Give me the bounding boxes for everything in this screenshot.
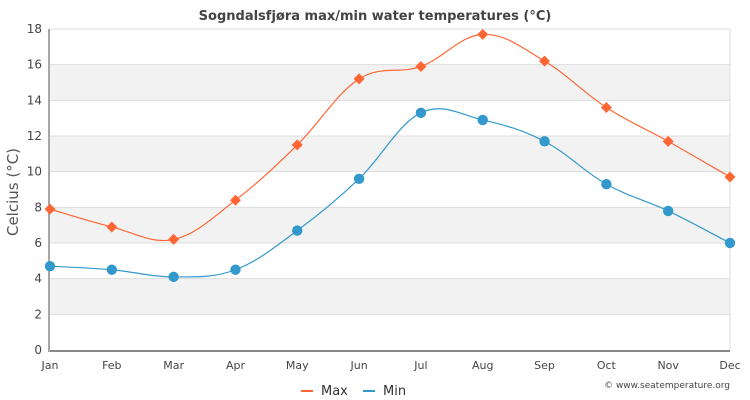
credit-link[interactable]: © www.seatemperature.org [604,381,730,391]
series-min-point [106,264,118,275]
plot-band [50,207,730,243]
x-tick-label: Sep [534,359,555,372]
series-max-point [477,28,489,40]
series-min-point [230,264,241,275]
x-tick-label: Feb [102,359,121,372]
series-max-point [662,135,674,147]
series-min-point [353,173,365,184]
legend-item-max[interactable]: Max [301,384,348,399]
x-tick-label: Dec [719,359,740,372]
series-min-point [601,178,612,190]
series-min-point [168,271,179,283]
series-min-point [477,114,488,126]
series-min-point [662,205,674,217]
series-max-point [415,60,427,72]
series-max-point [291,139,303,151]
y-tick-label: 18 [27,22,42,36]
plot-band [50,278,730,315]
x-tick-label: Jul [413,359,427,372]
series-max-point [353,73,365,85]
legend-min-label: Min [383,384,406,399]
series-min-point [724,237,736,249]
series-min [44,107,736,283]
legend-item-min[interactable]: Min [363,384,406,399]
series-max-point [106,221,118,233]
x-tick-label: Apr [226,359,246,372]
x-tick-label: Oct [597,359,617,372]
series-min-line [49,108,731,278]
x-tick-label: May [286,359,309,372]
series-min-point [415,107,427,119]
series-max-point [724,171,736,183]
y-tick-label: 8 [34,200,42,214]
x-tick-label: Jun [349,359,367,372]
y-tick-label: 10 [27,165,42,179]
legend: Max Min [301,384,406,399]
series-min-point [539,136,550,147]
series-max-point [168,233,180,245]
series-max-point [600,101,612,113]
y-tick-label: 6 [34,236,42,250]
chart-title: Sogndalsfjøra max/min water temperatures… [199,9,552,24]
x-axis-ticks: Jan Feb Mar Apr May Jun Jul Aug Sep Oct Nov Dec [41,359,741,372]
y-tick-label: 4 [34,272,42,286]
y-axis-ticks: 0 2 4 6 8 10 12 14 16 18 [27,22,42,357]
x-tick-label: Mar [163,359,184,372]
series-min-point [44,260,56,272]
y-tick-label: 12 [27,129,42,143]
y-axis-label: Celcius (°C) [4,148,22,236]
series-max-point [229,194,241,206]
x-tick-label: Jan [41,359,59,372]
series-min-point [292,225,303,236]
series-max-point [44,203,56,215]
legend-max-label: Max [321,384,348,399]
y-tick-label: 16 [27,58,42,72]
series-max [44,28,736,245]
series-group [44,28,736,283]
y-tick-label: 14 [27,93,42,107]
x-tick-label: Nov [657,359,679,372]
plot-bands [50,64,730,315]
series-max-point [539,55,551,67]
y-tick-label: 2 [34,307,42,321]
y-tick-label: 0 [34,343,42,357]
gridlines [50,28,730,315]
x-tick-label: Aug [472,359,493,372]
